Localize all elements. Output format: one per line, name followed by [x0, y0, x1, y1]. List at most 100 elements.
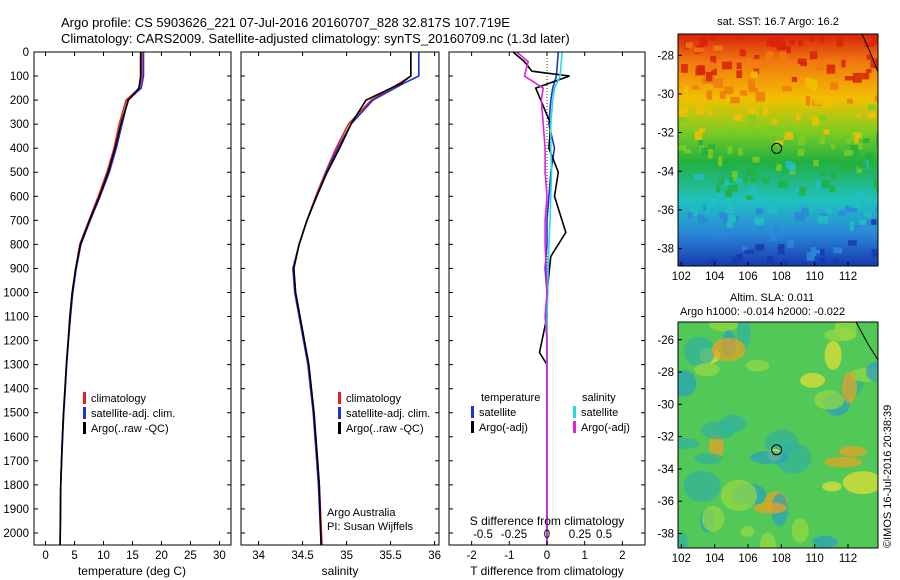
- sst-pixel: [736, 70, 743, 79]
- temperature-frame: [33, 51, 232, 546]
- sst-pixel: [748, 114, 758, 123]
- sst-pixel: [734, 215, 740, 223]
- temperature-legend-swatch: [83, 407, 86, 419]
- diff-temperature-legend-swatch: [471, 421, 474, 433]
- sst-pixel: [710, 64, 719, 70]
- sst-pixel: [788, 39, 796, 45]
- sst-pixel: [874, 95, 878, 102]
- sst-pixel: [849, 221, 855, 232]
- sst-pixel: [867, 110, 876, 119]
- salinity-frame: [240, 51, 440, 546]
- sst-pixel: [873, 178, 878, 189]
- sla-blob: [740, 526, 755, 537]
- difference-profile-xtick-label: 0: [544, 550, 550, 562]
- sla-texture: [678, 322, 878, 548]
- depth-tick-label: 0: [23, 47, 29, 59]
- difference-xlabel: T difference from climatology: [470, 564, 624, 578]
- sst-pixel: [752, 156, 760, 163]
- diff-temperature-legend-label: Argo(-adj): [479, 422, 528, 434]
- sst-pixel: [819, 257, 826, 264]
- diff-legend-salinity-title: salinity: [582, 392, 616, 404]
- sst-pixel: [871, 249, 878, 257]
- sla-xtick-label: 112: [839, 553, 857, 565]
- temperature-legend-label: climatology: [91, 393, 147, 405]
- sst-pixel: [852, 72, 862, 83]
- sst-pixel: [775, 140, 784, 145]
- sst-pixel: [722, 61, 732, 70]
- sst-map-ticks: 102 104 106 108 110 112 -28 -30 -32 -34 -36 -38: [657, 50, 857, 283]
- header-line-1: Argo profile: CS 5903626_221 07-Jul-2016…: [61, 15, 510, 30]
- sst-pixel: [678, 107, 688, 118]
- sst-ytick-label: -30: [657, 89, 674, 101]
- difference-profile-line-1: [512, 52, 570, 545]
- sst-pixel: [841, 59, 846, 68]
- sla-ytick-label: -32: [657, 432, 674, 444]
- difference-profile-xtick-label: -1: [504, 550, 514, 562]
- sst-pixel: [768, 205, 778, 214]
- sst-pixel: [779, 52, 787, 59]
- sst-pixel: [728, 215, 736, 222]
- depth-tick-label: 1200: [3, 336, 29, 348]
- sst-pixel: [755, 244, 765, 251]
- sst-pixel: [719, 91, 726, 99]
- sst-map-title: sat. SST: 16.7 Argo: 16.2: [717, 16, 839, 28]
- sst-pixel: [798, 40, 803, 47]
- sst-pixel: [732, 171, 738, 181]
- sst-pixel: [683, 149, 692, 154]
- sst-pixel: [852, 225, 862, 232]
- sst-pixel: [850, 144, 859, 155]
- sst-pixel: [866, 68, 872, 74]
- sst-pixel: [876, 186, 878, 192]
- sst-pixel: [795, 187, 800, 192]
- sst-ytick-label: -36: [657, 205, 674, 217]
- sst-pixel: [713, 190, 722, 197]
- sst-coastline: [861, 34, 878, 73]
- sst-pixel: [829, 185, 836, 193]
- temperature-profile-xtick-label: 10: [97, 550, 110, 562]
- sst-pixel: [786, 162, 796, 173]
- sst-xtick-label: 108: [772, 271, 791, 283]
- sst-pixel: [710, 34, 716, 41]
- sst-pixel: [707, 149, 713, 159]
- sst-pixel: [729, 177, 734, 183]
- salinity-lines: [292, 52, 420, 545]
- sla-argo-marker: [771, 444, 783, 456]
- sst-pixel: [867, 220, 872, 226]
- sst-pixel: [718, 177, 725, 185]
- sst-pixel: [862, 138, 870, 143]
- sst-pixel: [695, 104, 704, 115]
- difference-panel: -2 -1 0 1 2 -0.5 -0.25 0 0.25 0.5 T difference fr…: [448, 51, 646, 578]
- sst-map-frame: [677, 33, 879, 267]
- sst-xtick-label: 112: [839, 271, 857, 283]
- sst-pixel: [819, 37, 825, 44]
- salinity-profile-xtick-label: 34: [252, 550, 265, 562]
- sst-pixel: [838, 211, 847, 216]
- sst-pixel: [767, 126, 778, 136]
- sst-pixel: [779, 263, 787, 266]
- temperature-profile-xtick-label: 15: [126, 550, 139, 562]
- sst-pixel: [714, 228, 723, 237]
- sst-pixel: [867, 104, 876, 113]
- salinity-legend-swatch: [338, 392, 341, 404]
- sst-pixel: [805, 77, 811, 88]
- sst-pixel: [831, 171, 838, 180]
- temperature-legend-label: satellite-adj. clim.: [91, 408, 175, 420]
- sla-map-frame: [677, 321, 879, 549]
- sst-pixel: [713, 78, 724, 89]
- sst-pixel: [774, 223, 779, 233]
- sst-pixel: [692, 85, 700, 90]
- sst-ytick-label: -38: [657, 244, 674, 256]
- sla-blob: [711, 337, 746, 362]
- depth-tick-label: 900: [10, 263, 29, 275]
- sst-pixel: [826, 64, 836, 74]
- diff-temperature-legend-swatch: [471, 406, 474, 418]
- sla-blob: [750, 451, 789, 465]
- sst-pixel: [871, 219, 877, 226]
- temperature-x-ticks: 0 5 10 15 20 25 30: [34, 51, 231, 562]
- sla-blob: [720, 479, 758, 512]
- sst-pixel: [826, 156, 835, 163]
- sst-pixel: [703, 218, 709, 223]
- sla-ytick-label: -38: [657, 528, 674, 540]
- salinity-diff-tick-label: 0.5: [596, 529, 612, 541]
